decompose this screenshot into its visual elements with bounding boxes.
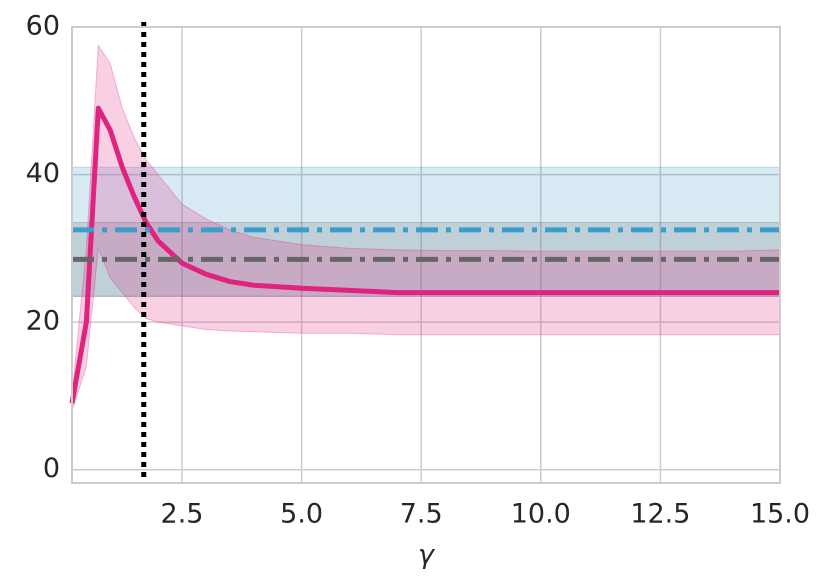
line [69,105,780,404]
y-tick-label: 40 [26,158,60,189]
x-axis-label: γ [418,540,436,571]
x-tick-label: 15.0 [750,499,810,530]
x-tick-label: 5.0 [280,499,323,530]
y-tick-label: 0 [43,453,60,484]
plot-frame [71,26,781,484]
y-tick-label: 20 [26,306,60,337]
x-tick-label: 2.5 [161,499,204,530]
y-tick-label: 60 [26,11,60,42]
x-tick-label: 10.0 [511,499,571,530]
x-tick-label: 7.5 [400,499,443,530]
x-tick-label: 12.5 [630,499,690,530]
plot-area [72,27,780,483]
